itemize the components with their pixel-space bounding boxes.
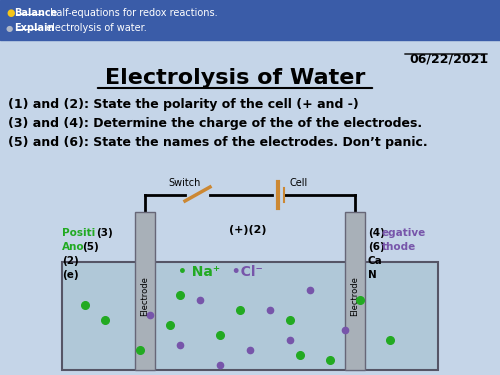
Text: • Na⁺: • Na⁺ — [178, 265, 220, 279]
Text: (3): (3) — [96, 228, 113, 238]
Text: Electrode: Electrode — [140, 276, 149, 316]
Bar — [345, 212, 365, 370]
Bar — [135, 212, 155, 370]
Text: Ca: Ca — [368, 256, 383, 266]
Text: egative: egative — [382, 228, 426, 238]
Text: Explain: Explain — [14, 23, 54, 33]
Text: Cell: Cell — [290, 178, 308, 188]
Text: •Cl⁻: •Cl⁻ — [222, 265, 263, 279]
Bar — [0, 0, 500, 40]
Text: ●: ● — [6, 8, 14, 18]
Bar — [62, 262, 438, 370]
Text: Balance: Balance — [14, 8, 57, 18]
Text: N: N — [368, 270, 377, 280]
Text: (4): (4) — [368, 228, 385, 238]
Text: Electrode: Electrode — [350, 276, 360, 316]
Text: thode: thode — [382, 242, 416, 252]
Text: (5): (5) — [82, 242, 99, 252]
Text: Switch: Switch — [169, 178, 201, 188]
Text: (1) and (2): State the polarity of the cell (+ and -): (1) and (2): State the polarity of the c… — [8, 98, 359, 111]
Text: Positi: Positi — [62, 228, 95, 238]
Text: half-equations for redox reactions.: half-equations for redox reactions. — [47, 8, 217, 18]
Text: ●: ● — [6, 24, 13, 33]
Text: (e): (e) — [62, 270, 78, 280]
Text: (6): (6) — [368, 242, 385, 252]
Text: (5) and (6): State the names of the electrodes. Don’t panic.: (5) and (6): State the names of the elec… — [8, 136, 428, 149]
Text: 06/22/2021: 06/22/2021 — [409, 52, 488, 65]
Text: (3) and (4): Determine the charge of the of the electrodes.: (3) and (4): Determine the charge of the… — [8, 117, 422, 130]
Text: (2): (2) — [62, 256, 79, 266]
Text: electrolysis of water.: electrolysis of water. — [43, 23, 147, 33]
Text: (+)(2): (+)(2) — [229, 225, 267, 235]
Text: Electrolysis of Water: Electrolysis of Water — [105, 68, 365, 88]
Text: Ano: Ano — [62, 242, 84, 252]
